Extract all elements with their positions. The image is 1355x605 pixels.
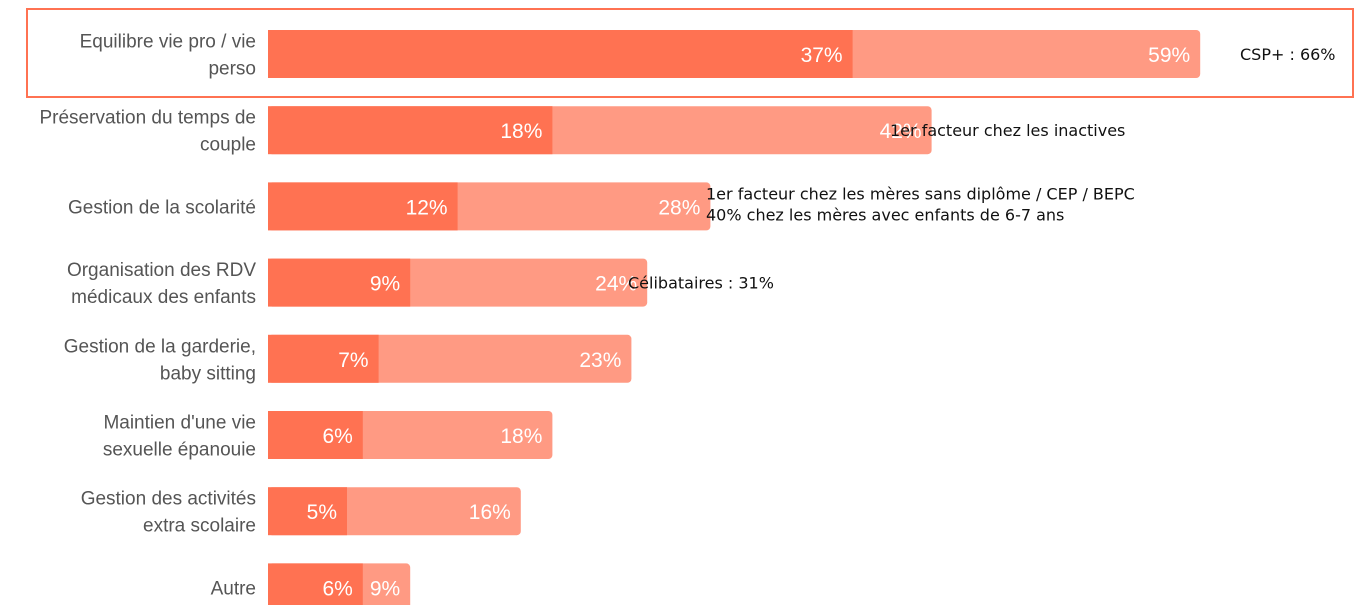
category-label: Maintien d'une vie sexuelle épanouie [103, 413, 256, 461]
category-label: Gestion des activités extra scolaire [81, 489, 256, 537]
value-label-total: 9% [370, 577, 400, 600]
annotations: CSP+ : 66% 1er facteur chez les inactives… [628, 45, 1336, 293]
bar-primary [268, 30, 853, 78]
category-label: Autre [211, 578, 256, 599]
value-labels: 37% 59% 18% 42% 12% 28% 9% 24% 7% 23% 6% 18% 5% 16% 6%… [307, 44, 1191, 600]
category-label: Gestion de la scolarité [68, 197, 256, 218]
value-label-primary: 6% [322, 577, 352, 600]
annotation-note: Célibataires : 31% [628, 274, 774, 293]
value-label-primary: 7% [338, 349, 368, 372]
bar-primary [268, 182, 458, 231]
value-label-primary: 5% [307, 501, 337, 524]
highlight-box [26, 8, 1354, 98]
bar-primary [268, 487, 347, 536]
category-labels: Equilibre vie pro / vie perso Préservation… [39, 32, 256, 600]
value-label-total: 23% [579, 349, 621, 372]
value-label-total: 28% [658, 196, 700, 219]
value-label-primary: 18% [500, 120, 542, 143]
value-label-total: 16% [469, 501, 511, 524]
category-label: Préservation du temps de couple [39, 108, 256, 156]
bars [268, 30, 1201, 605]
annotation-note: 1er facteur chez les mères sans diplôme … [706, 184, 1135, 224]
value-label-primary: 37% [801, 44, 843, 67]
value-label-total: 59% [1148, 44, 1190, 67]
value-label-total: 42% [880, 120, 922, 143]
annotation-note: 1er facteur chez les inactives [890, 121, 1125, 140]
value-label-primary: 12% [406, 196, 448, 219]
bar-primary [268, 334, 379, 383]
category-label: Gestion de la garderie, baby sitting [64, 336, 256, 384]
value-label-primary: 9% [370, 273, 400, 296]
value-label-total: 18% [500, 425, 542, 448]
value-label-total: 24% [595, 273, 637, 296]
bar-primary [268, 411, 363, 459]
category-label: Organisation des RDV médicaux des enfants [67, 260, 256, 308]
category-label: Equilibre vie pro / vie perso [80, 32, 256, 80]
annotation-note: CSP+ : 66% [1240, 45, 1336, 64]
value-label-primary: 6% [322, 425, 352, 448]
bar-primary [268, 563, 363, 605]
bar-primary [268, 106, 553, 155]
bar-primary [268, 258, 411, 307]
